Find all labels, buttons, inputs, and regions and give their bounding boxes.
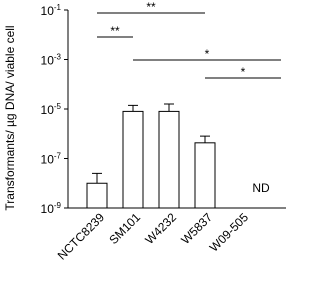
error-bar	[92, 172, 102, 184]
y-tick-base: 10	[41, 54, 55, 68]
error-bar	[164, 103, 174, 112]
y-tick-base: 10	[41, 4, 55, 18]
bar	[158, 110, 180, 209]
value-label: ND	[252, 181, 270, 195]
y-axis-label: Transformants/ µg DNA/ viable cell	[3, 25, 17, 210]
y-tick-label: 10-3	[41, 53, 62, 68]
bar	[122, 110, 144, 209]
y-tick-label: 10-7	[41, 152, 62, 167]
bar	[86, 182, 108, 209]
y-tick-exponent: -3	[54, 53, 62, 62]
y-tick-exponent: -9	[54, 201, 62, 210]
error-bar	[200, 135, 210, 143]
y-tick-base: 10	[41, 202, 55, 216]
y-tick-base: 10	[41, 153, 55, 167]
y-tick-base: 10	[41, 103, 55, 117]
y-tick-label: 10-5	[41, 102, 62, 117]
significance-label: *	[241, 65, 246, 79]
x-tick-label: NCTC8239	[55, 210, 108, 263]
y-tick-label: 10-1	[41, 3, 62, 18]
bar	[194, 142, 216, 209]
x-tick-label: SM101	[106, 210, 143, 247]
error-bar	[128, 104, 138, 112]
x-tick-label: W09-505	[207, 210, 252, 255]
chart: Transformants/ µg DNA/ viable cell 10-91…	[3, 0, 286, 263]
y-tick-exponent: -5	[54, 102, 62, 111]
significance-label: **	[146, 0, 156, 14]
y-tick-label: 10-9	[41, 201, 62, 216]
y-tick-exponent: -7	[54, 152, 62, 161]
significance-label: *	[205, 47, 210, 61]
x-tick-label: W4232	[142, 210, 179, 247]
significance-label: **	[110, 24, 120, 38]
y-tick-exponent: -1	[54, 3, 62, 12]
